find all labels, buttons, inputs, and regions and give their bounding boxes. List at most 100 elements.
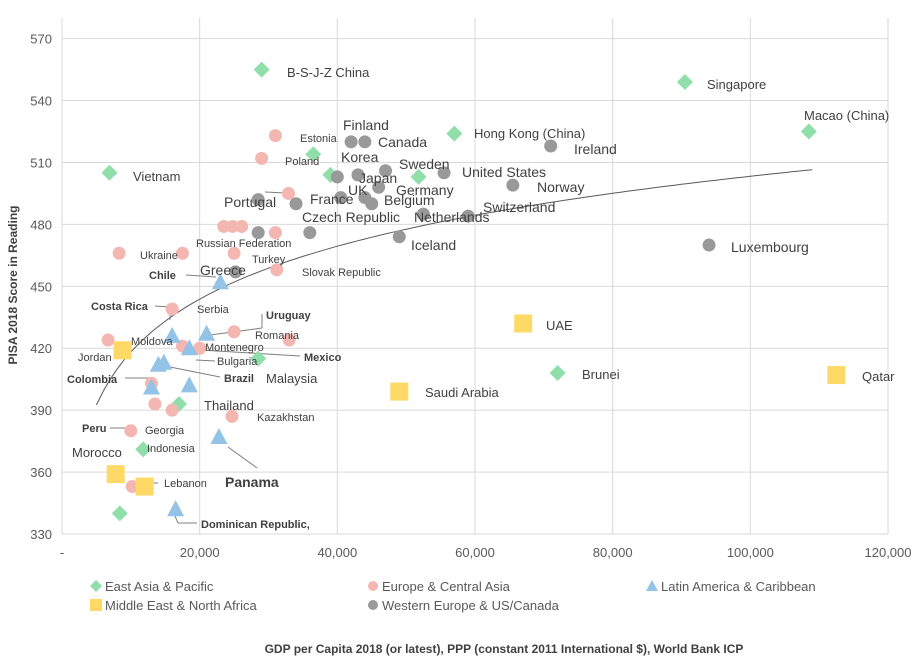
y-tick-label: 480 <box>30 217 52 232</box>
indonesia-label: Indonesia <box>147 443 196 455</box>
y-tick-label: 510 <box>30 155 52 170</box>
bulgaria-point <box>193 341 207 355</box>
legend-label: Europe & Central Asia <box>382 579 511 594</box>
serbia-point <box>165 302 179 316</box>
brazil-leader <box>164 365 221 378</box>
united-states-label: United States <box>462 164 546 180</box>
sweden-label: Sweden <box>399 156 450 172</box>
ireland-label: Ireland <box>574 141 617 157</box>
jordan-point <box>113 341 132 360</box>
point-4-16-point <box>303 226 317 240</box>
mexico-leader <box>199 349 301 357</box>
greece-label: Greece <box>200 262 246 278</box>
malaysia-point <box>250 350 267 367</box>
greece-point <box>228 265 242 279</box>
legend: East Asia & Pacific Europe & Central Asia… <box>90 579 816 613</box>
point-1-22-point <box>125 480 139 494</box>
peru-label: Peru <box>82 423 106 435</box>
dominican-republic-point <box>167 500 185 517</box>
axes: - 20,000 40,000 60,000 80,000 100,000 120,000 3… <box>30 32 911 560</box>
luxembourg-label: Luxembourg <box>731 239 809 255</box>
korea-point <box>305 146 322 163</box>
point-1-2-point <box>281 186 295 200</box>
japan-point <box>410 168 427 185</box>
y-tick-label: 450 <box>30 279 52 294</box>
estonia-point <box>268 129 282 143</box>
netherlands-point <box>416 207 430 221</box>
point-4-12-point <box>289 197 303 211</box>
colombia-point <box>149 355 167 372</box>
indonesia-point <box>135 441 152 458</box>
iceland-point <box>392 230 406 244</box>
hong-kong-china-label: Hong Kong (China) <box>474 126 585 141</box>
legend-label: Middle East & North Africa <box>105 598 257 613</box>
malaysia-label: Malaysia <box>266 371 318 386</box>
uae-point <box>514 314 533 333</box>
lebanon-label: Lebanon <box>164 478 207 490</box>
norway-label: Norway <box>537 179 584 195</box>
data-points <box>101 61 846 522</box>
uruguay-point <box>198 324 216 341</box>
y-tick-label: 390 <box>30 403 52 418</box>
uk-label: UK <box>348 182 368 198</box>
legend-marker <box>90 599 102 611</box>
moldova-label: Moldova <box>131 336 173 348</box>
france-label: France <box>310 191 354 207</box>
x-tick-label: 60,000 <box>455 545 495 560</box>
qatar-point <box>827 366 846 385</box>
vietnam-point <box>101 164 118 181</box>
point-1-13-point <box>282 333 296 347</box>
belgium-label: Belgium <box>384 192 435 208</box>
moldova-point <box>101 333 115 347</box>
point-1-20-point <box>148 397 162 411</box>
dominican-republic-leader <box>174 515 179 524</box>
legend-marker <box>90 580 102 592</box>
poland-point <box>255 151 269 165</box>
uae-label: UAE <box>546 318 573 333</box>
x-axis-title: GDP per Capita 2018 (or latest), PPP (co… <box>265 642 744 656</box>
germany-label: Germany <box>396 182 454 198</box>
slovak-republic-point <box>270 263 284 277</box>
singapore-point <box>676 73 693 90</box>
czech-republic-point <box>365 197 379 211</box>
point-4-17-point <box>251 226 265 240</box>
turkey-point <box>227 246 241 260</box>
serbia-label: Serbia <box>197 304 230 316</box>
chile-point <box>211 273 229 290</box>
ukraine-label: Ukraine <box>140 250 178 262</box>
korea-label: Korea <box>341 149 379 165</box>
estonia-label: Estonia <box>300 133 338 145</box>
mexico-point <box>180 339 198 356</box>
panama-leader <box>227 446 258 469</box>
y-tick-label: 570 <box>30 32 52 47</box>
portugal-point <box>251 193 265 207</box>
b-s-j-z-china-point <box>253 61 270 78</box>
bulgaria-label: Bulgaria <box>217 356 258 368</box>
panama-label: Panama <box>225 474 279 490</box>
x-tick-label: 120,000 <box>865 545 912 560</box>
x-tick-label: 40,000 <box>317 545 357 560</box>
finland-label: Finland <box>343 117 389 133</box>
vietnam-label: Vietnam <box>133 169 180 184</box>
united-states-point <box>437 166 451 180</box>
turkey-label: Turkey <box>252 254 286 266</box>
hong-kong-china-point <box>446 125 463 142</box>
ireland-point <box>544 139 558 153</box>
macao-china-point <box>800 123 817 140</box>
uk-point <box>351 168 365 182</box>
legend-item-east-asia-pacific: East Asia & Pacific <box>90 579 214 594</box>
morocco-label: Morocco <box>72 445 122 460</box>
bulgaria-leader <box>195 359 216 362</box>
point-1-6-point <box>268 226 282 240</box>
ukraine-point <box>175 246 189 260</box>
legend-item-europe-central-asia: Europe & Central Asia <box>368 579 511 594</box>
y-axis-title: PISA 2018 Score in Reading <box>6 206 20 365</box>
y-tick-label: 420 <box>30 341 52 356</box>
japan-label: Japan <box>359 170 397 186</box>
costa-rica-label: Costa Rica <box>91 301 149 313</box>
legend-marker <box>646 580 658 591</box>
brunei-point <box>549 365 566 382</box>
czech-republic-label: Czech Republic <box>302 209 400 225</box>
switzerland-point <box>461 209 475 223</box>
